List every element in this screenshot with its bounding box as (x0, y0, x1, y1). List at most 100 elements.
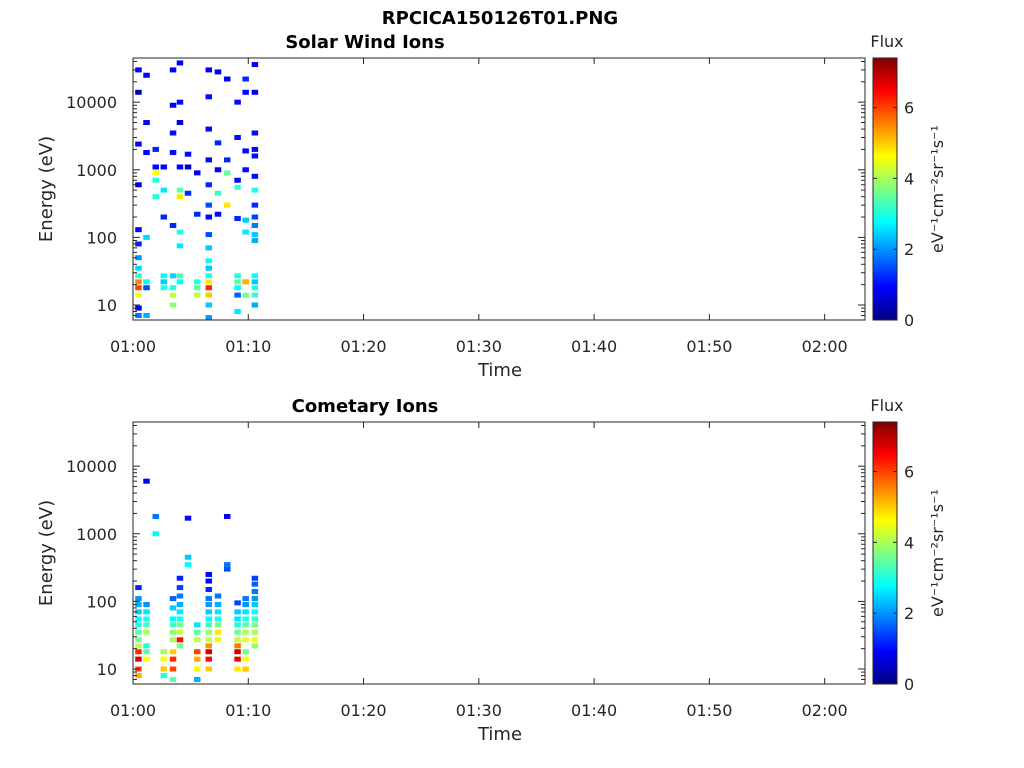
heatmap-cell (193, 629, 201, 635)
heatmap-cell (234, 135, 241, 141)
heatmap-cell (152, 177, 159, 183)
heatmap-cell (234, 273, 241, 279)
heatmap-cell (176, 279, 184, 285)
heatmap-cell (169, 666, 177, 672)
heatmap-cell (223, 157, 231, 163)
y-tick-label: 100 (86, 228, 117, 247)
heatmap-cell (169, 656, 177, 662)
heatmap-cell (242, 649, 249, 655)
heatmap-cell (160, 666, 168, 672)
heatmap-cell (251, 285, 259, 291)
heatmap-cell (169, 67, 177, 73)
colorbar-label: eV⁻¹cm⁻²sr⁻¹s⁻¹ (928, 125, 947, 253)
y-tick-label: 1000 (76, 161, 117, 180)
heatmap-cell (205, 571, 213, 577)
heatmap-cell (169, 637, 177, 643)
heatmap-cell (176, 609, 184, 615)
heatmap-cell (214, 622, 222, 628)
heatmap-cell (205, 596, 213, 602)
heatmap-cell (251, 153, 259, 159)
heatmap-cell (251, 596, 259, 602)
heatmap-cell (176, 622, 184, 628)
heatmap-cell (135, 241, 142, 247)
heatmap-cell (176, 643, 184, 649)
heatmap-cell (193, 279, 201, 285)
heatmap-cell (251, 273, 259, 279)
heatmap-cell (135, 601, 142, 607)
heatmap-cell (205, 302, 213, 308)
heatmap-cell (251, 232, 259, 238)
heatmap-cell (184, 151, 192, 157)
heatmap-cell (242, 76, 249, 82)
heatmap-cell (242, 666, 249, 672)
heatmap-cell (169, 622, 177, 628)
heatmap-cell (251, 589, 259, 595)
heatmap-cell (214, 190, 222, 196)
heatmap-cell (242, 217, 249, 223)
x-tick-label: 01:30 (456, 337, 502, 356)
plot-frame (132, 421, 866, 685)
plot-frame (132, 57, 866, 321)
heatmap-cell (135, 285, 142, 291)
heatmap-cell (251, 292, 259, 298)
heatmap-cell (205, 292, 213, 298)
heatmap-cell (242, 609, 249, 615)
heatmap-cell (176, 585, 184, 591)
heatmap-cell (242, 596, 249, 602)
heatmap-cell (214, 629, 222, 635)
colorbar-tick-label: 2 (904, 604, 914, 623)
x-tick-label: 02:00 (802, 701, 848, 720)
x-tick-label: 01:50 (686, 701, 732, 720)
x-tick-label: 01:10 (225, 701, 271, 720)
cometary-ions-panel: 01:00 01:10 01:20 01:30 01:40 01:50 02:00 10 100… (36, 396, 947, 745)
heatmap-cell (251, 581, 259, 587)
heatmap-cell (242, 167, 249, 173)
heatmap-cell (205, 214, 213, 220)
heatmap-cell (160, 279, 168, 285)
colorbar-tick-label: 4 (904, 533, 914, 552)
heatmap-cell (205, 586, 213, 592)
heatmap-cell (251, 622, 259, 628)
heatmap-cell (234, 609, 241, 615)
heatmap-cell (193, 649, 201, 655)
heatmap-cell (251, 637, 259, 643)
heatmap-cell (135, 273, 142, 279)
heatmap-cell (169, 629, 177, 635)
colorbar-tick-label: 0 (904, 311, 914, 330)
heatmap-cell (205, 649, 213, 655)
heatmap-cell (205, 126, 213, 132)
heatmap-cell (143, 601, 150, 607)
heatmap-cell (135, 649, 142, 655)
heatmap-cell (169, 616, 177, 622)
heatmap-cell (223, 202, 231, 208)
heatmap-cell (184, 554, 192, 560)
heatmap-cell (205, 279, 213, 285)
heatmap-cell (214, 601, 222, 607)
heatmap-cell (205, 601, 213, 607)
heatmap-cell (143, 120, 150, 126)
heatmap-cell (143, 643, 150, 649)
heatmap-cell (135, 227, 142, 233)
heatmap-cell (193, 211, 201, 217)
heatmap-cell (160, 164, 168, 170)
heatmap-cell (234, 216, 241, 222)
heatmap-cell (205, 616, 213, 622)
heatmap-cell (234, 666, 241, 672)
heatmap-cell (135, 637, 142, 643)
y-tick-label: 10 (97, 660, 117, 679)
heatmap-cell (135, 673, 142, 679)
heatmap-cell (135, 622, 142, 628)
heatmap-cell (152, 164, 159, 170)
heatmap-cell (169, 302, 177, 308)
heatmap-cell (169, 605, 177, 611)
heatmap-cell (205, 643, 213, 649)
heatmap-cell (205, 629, 213, 635)
heatmap-cell (176, 194, 184, 200)
heatmap-cell (143, 609, 150, 615)
heatmap-cell (223, 566, 231, 572)
heatmap-cell (251, 601, 259, 607)
heatmap-cell (135, 643, 142, 649)
heatmap-cell (251, 173, 259, 179)
heatmap-cell (135, 255, 142, 261)
